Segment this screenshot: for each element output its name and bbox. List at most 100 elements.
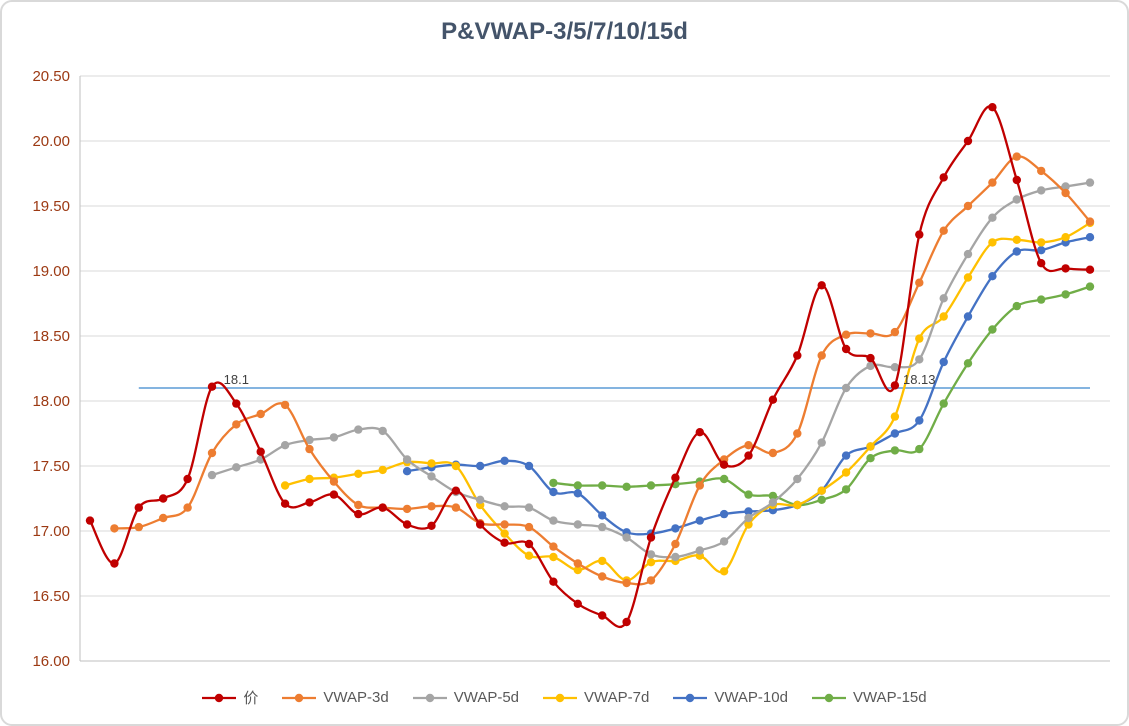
series-marker-price bbox=[939, 173, 948, 182]
series-marker-vwap-3d bbox=[329, 477, 339, 486]
series-marker-price bbox=[378, 503, 387, 512]
series-marker-vwap-7d bbox=[500, 529, 509, 538]
series-marker-vwap-5d bbox=[915, 355, 924, 364]
series-marker-vwap-3d bbox=[402, 504, 412, 514]
series-marker-price bbox=[793, 351, 802, 360]
legend-line-marker-icon bbox=[202, 693, 237, 702]
series-marker-vwap-7d bbox=[719, 567, 729, 576]
series-marker-vwap-5d bbox=[1085, 178, 1095, 187]
series-marker-vwap-3d bbox=[354, 500, 363, 510]
series-marker-vwap-10d bbox=[1037, 246, 1046, 255]
series-marker-price bbox=[402, 520, 412, 529]
series-marker-vwap-3d bbox=[1012, 152, 1021, 161]
series-marker-vwap-7d bbox=[841, 468, 851, 477]
series-marker-vwap-15d bbox=[988, 325, 997, 334]
series-marker-vwap-15d bbox=[744, 490, 753, 499]
series-marker-price bbox=[134, 503, 143, 512]
series-marker-price bbox=[1012, 175, 1021, 185]
series-marker-vwap-3d bbox=[646, 576, 656, 585]
series-marker-vwap-3d bbox=[817, 351, 826, 360]
series-marker-vwap-10d bbox=[939, 357, 948, 367]
series-line-vwap-10d bbox=[406, 236, 1091, 536]
series-marker-vwap-5d bbox=[232, 463, 241, 472]
series-marker-vwap-15d bbox=[841, 485, 851, 494]
series-marker-vwap-15d bbox=[719, 474, 729, 484]
series-marker-vwap-3d bbox=[500, 520, 509, 529]
series-marker-vwap-15d bbox=[573, 481, 582, 490]
series-marker-vwap-10d bbox=[1085, 233, 1095, 242]
series-marker-vwap-15d bbox=[646, 481, 656, 490]
series-marker-vwap-7d bbox=[524, 551, 534, 560]
series-marker-price bbox=[841, 344, 851, 354]
series-marker-vwap-5d bbox=[988, 213, 997, 222]
series-marker-vwap-7d bbox=[988, 238, 997, 247]
series-marker-vwap-7d bbox=[915, 334, 924, 343]
series-marker-price bbox=[232, 399, 241, 408]
series-marker-vwap-3d bbox=[988, 178, 997, 187]
series-marker-vwap-3d bbox=[793, 429, 802, 438]
series-marker-vwap-3d bbox=[232, 420, 241, 429]
series-marker-vwap-3d bbox=[695, 481, 704, 490]
legend-label-vwap-15d: VWAP-15d bbox=[852, 689, 927, 706]
series-marker-vwap-5d bbox=[354, 425, 363, 434]
series-marker-price bbox=[183, 474, 192, 484]
series-marker-vwap-3d bbox=[573, 559, 582, 568]
series-marker-vwap-3d bbox=[549, 542, 558, 551]
series-marker-vwap-5d bbox=[524, 503, 534, 512]
series-marker-price bbox=[305, 498, 314, 507]
series-marker-vwap-10d bbox=[476, 461, 485, 471]
series-marker-price bbox=[280, 499, 290, 508]
series-marker-vwap-3d bbox=[915, 278, 924, 287]
y-tick-label: 19.00 bbox=[32, 263, 70, 280]
legend-label-price: 价 bbox=[243, 690, 259, 707]
series-marker-price bbox=[1085, 265, 1095, 274]
series-marker-vwap-3d bbox=[280, 400, 290, 410]
series-marker-vwap-5d bbox=[671, 552, 680, 562]
series-marker-vwap-5d bbox=[768, 498, 778, 507]
legend-item-vwap-3d: VWAP-3d bbox=[282, 689, 389, 706]
series-marker-vwap-3d bbox=[866, 329, 875, 338]
series-marker-vwap-5d bbox=[500, 502, 509, 511]
series-marker-price bbox=[744, 451, 753, 460]
series-marker-vwap-3d bbox=[110, 524, 119, 533]
series-marker-price bbox=[890, 381, 900, 390]
series-marker-vwap-7d bbox=[280, 481, 290, 490]
series-marker-price bbox=[719, 460, 729, 469]
series-marker-price bbox=[622, 617, 631, 627]
series-marker-price bbox=[500, 538, 509, 547]
series-marker-price bbox=[817, 281, 826, 290]
series-marker-price bbox=[207, 382, 217, 391]
series-marker-vwap-7d bbox=[427, 459, 436, 468]
series-marker-vwap-7d bbox=[573, 565, 582, 575]
legend-line-marker-icon bbox=[412, 693, 447, 702]
series-marker-price bbox=[110, 559, 119, 568]
chart-title: P&VWAP-3/5/7/10/15d bbox=[441, 18, 688, 45]
legend-item-vwap-5d: VWAP-5d bbox=[412, 689, 520, 706]
series-marker-price bbox=[524, 539, 534, 549]
series-marker-vwap-7d bbox=[1012, 235, 1021, 244]
series-marker-vwap-5d bbox=[427, 472, 436, 481]
chart-legend: 价 VWAP-3d VWAP-5d VWAP-7d VWAP-10d VWAP-15d bbox=[2, 687, 1127, 708]
series-marker-vwap-15d bbox=[817, 495, 826, 504]
series-marker-price bbox=[1037, 259, 1046, 268]
series-marker-price bbox=[598, 611, 607, 620]
series-line-vwap-7d bbox=[284, 221, 1091, 582]
series-marker-vwap-7d bbox=[793, 500, 802, 510]
series-marker-price bbox=[866, 353, 875, 363]
series-marker-price bbox=[85, 516, 95, 525]
series-marker-vwap-10d bbox=[524, 461, 534, 471]
series-marker-price bbox=[573, 599, 582, 608]
series-marker-vwap-3d bbox=[744, 441, 753, 450]
series-marker-vwap-5d bbox=[1061, 182, 1070, 191]
series-marker-vwap-10d bbox=[500, 456, 509, 465]
legend-label-vwap-5d: VWAP-5d bbox=[453, 689, 520, 706]
series-marker-vwap-7d bbox=[890, 412, 900, 421]
series-marker-vwap-10d bbox=[598, 511, 607, 520]
series-marker-vwap-10d bbox=[695, 516, 704, 525]
series-marker-vwap-5d bbox=[1037, 186, 1046, 195]
grid-and-axes: 16.00 16.50 17.00 17.50 18.00 18.50 19.00 19.50… bbox=[32, 68, 1110, 670]
series-marker-vwap-5d bbox=[793, 474, 802, 484]
series-marker-price bbox=[329, 490, 339, 499]
series-marker-vwap-3d bbox=[134, 522, 143, 532]
series-marker-price bbox=[427, 521, 436, 530]
